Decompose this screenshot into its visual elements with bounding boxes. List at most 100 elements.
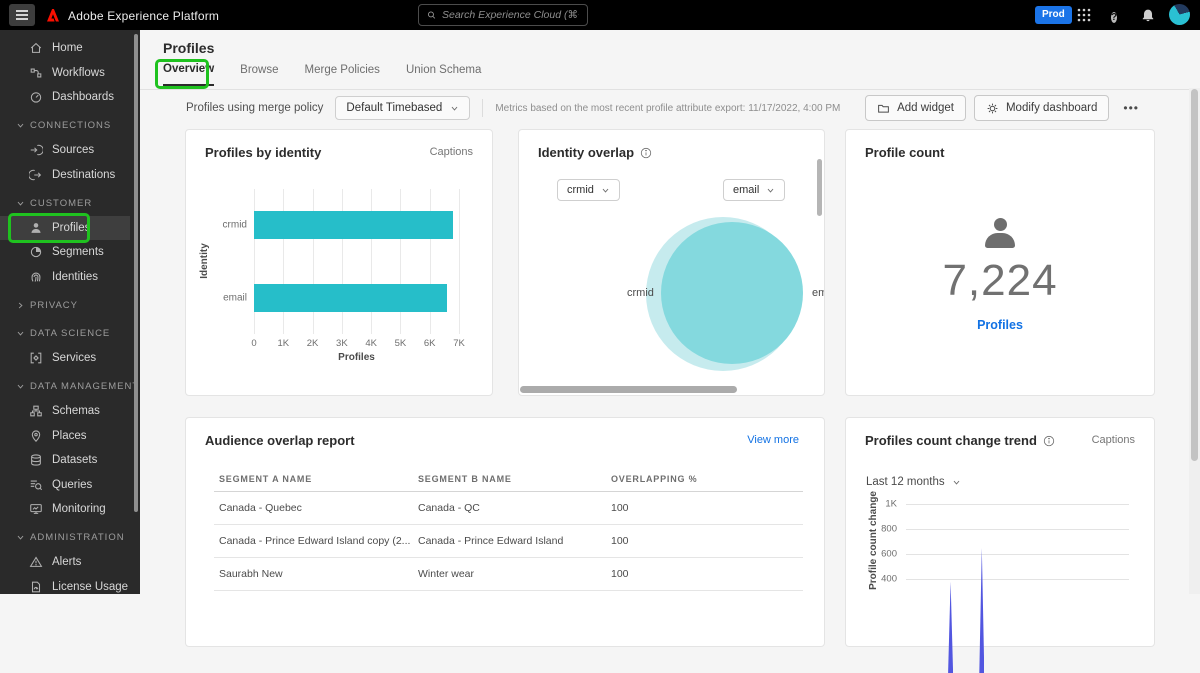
gridline — [906, 579, 1129, 580]
chevron-down-icon — [17, 385, 24, 389]
table-cell: Canada - Quebec — [219, 502, 302, 514]
category-label: email — [223, 292, 247, 304]
sidebar-section-administration[interactable]: ADMINISTRATION — [0, 526, 140, 551]
x-tick-label: 0 — [251, 338, 257, 349]
view-more-link[interactable]: View more — [747, 434, 799, 446]
namespace-b-value: email — [733, 184, 760, 196]
namespace-a-dropdown[interactable]: crmid — [557, 179, 620, 201]
environment-badge[interactable]: Prod — [1035, 6, 1072, 24]
sidebar-item-identities[interactable]: Identities — [0, 265, 140, 290]
table-row[interactable]: Canada - Prince Edward Island copy (2...… — [214, 525, 803, 558]
gridline — [459, 189, 460, 334]
chevron-right-icon — [18, 302, 23, 309]
sidebar-item-label: Services — [52, 352, 97, 365]
sidebar-section-customer[interactable]: CUSTOMER — [0, 191, 140, 216]
sidebar-item-sources[interactable]: Sources — [0, 138, 140, 163]
sidebar-item-destinations[interactable]: Destinations — [0, 163, 140, 188]
table-row[interactable]: Canada - Quebec Canada - QC 100 — [214, 492, 803, 525]
table-row[interactable]: Saurabh New Winter wear 100 — [214, 558, 803, 591]
sidebar-item-queries[interactable]: Queries — [0, 473, 140, 498]
x-axis-label: Profiles — [338, 352, 375, 363]
widget-title: Identity overlap — [538, 145, 652, 160]
gear-icon — [987, 103, 998, 113]
person-icon — [983, 218, 1017, 248]
sidebar-item-segments[interactable]: Segments — [0, 240, 140, 265]
trend-spike — [979, 548, 985, 673]
gridline — [429, 189, 431, 334]
sidebar-item-datasets[interactable]: Datasets — [0, 448, 140, 473]
tab-bar: Overview Browse Merge Policies Union Sch… — [163, 63, 481, 86]
pie-segment-icon — [30, 247, 42, 258]
sidebar-section-connections[interactable]: CONNECTIONS — [0, 114, 140, 139]
namespace-b-dropdown[interactable]: email — [723, 179, 786, 201]
sidebar-section-label: CUSTOMER — [30, 197, 93, 209]
captions-link[interactable]: Captions — [429, 146, 473, 158]
global-search[interactable] — [418, 4, 588, 26]
tab-browse[interactable]: Browse — [240, 63, 278, 86]
more-actions-button[interactable]: ••• — [1117, 101, 1145, 115]
chevron-down-icon — [451, 106, 458, 111]
gauge-icon — [30, 92, 42, 103]
sidebar-item-home[interactable]: Home — [0, 36, 140, 61]
widget-profiles-count-change-trend: Profiles count change trend Captions Las… — [845, 417, 1155, 673]
date-range-dropdown[interactable]: Last 12 months — [866, 476, 961, 488]
chevron-down-icon — [953, 480, 960, 485]
widget-profiles-by-identity: Profiles by identity Captions 0 1K 2K 3K 4K 5… — [185, 129, 493, 396]
app-switcher-icon[interactable] — [1077, 8, 1091, 22]
namespace-a-value: crmid — [567, 184, 594, 196]
sidebar-section-data-science[interactable]: DATA SCIENCE — [0, 322, 140, 347]
help-icon[interactable]: ? — [1111, 8, 1118, 25]
chevron-down-icon — [17, 201, 24, 206]
sidebar-section-data-management[interactable]: DATA MANAGEMENT — [0, 375, 140, 400]
page-scrollbar-thumb[interactable] — [1191, 89, 1198, 461]
workflow-icon — [30, 68, 42, 78]
notifications-bell-icon[interactable] — [1141, 8, 1155, 22]
sidebar-item-label: Identities — [52, 270, 99, 283]
sidebar-section-privacy[interactable]: PRIVACY — [0, 293, 140, 318]
add-widget-button[interactable]: Add widget — [865, 95, 966, 121]
column-header: SEGMENT B NAME — [418, 474, 512, 484]
sidebar-section-label: ADMINISTRATION — [30, 532, 125, 544]
info-icon[interactable] — [640, 147, 652, 159]
profiles-link[interactable]: Profiles — [977, 318, 1023, 332]
widget-title: Profiles count change trend — [865, 433, 1055, 448]
sidebar-item-services[interactable]: Services — [0, 346, 140, 371]
sidebar-item-label: Workflows — [52, 66, 105, 79]
user-avatar[interactable] — [1169, 4, 1190, 25]
page-title: Profiles — [163, 40, 215, 56]
merge-policy-dropdown[interactable]: Default Timebased — [335, 96, 471, 120]
sidebar-item-license-usage[interactable]: License Usage — [0, 575, 140, 600]
table-cell: 100 — [611, 535, 629, 547]
sidebar-item-monitoring[interactable]: Monitoring — [0, 497, 140, 522]
sidebar-item-label: Datasets — [52, 454, 98, 467]
sidebar-item-alerts[interactable]: Alerts — [0, 550, 140, 575]
schema-tree-icon — [30, 405, 42, 417]
horizontal-scrollbar-thumb[interactable] — [520, 386, 737, 393]
sidebar-item-schemas[interactable]: Schemas — [0, 399, 140, 424]
x-tick-label: 4K — [365, 338, 377, 349]
tab-overview[interactable]: Overview — [163, 63, 215, 86]
monitor-icon — [30, 504, 42, 515]
sidebar-item-profiles[interactable]: Profiles — [0, 212, 130, 243]
sidebar-item-workflows[interactable]: Workflows — [0, 61, 140, 86]
gridline — [341, 189, 343, 334]
captions-link[interactable]: Captions — [1091, 434, 1135, 446]
modify-dashboard-label: Modify dashboard — [1005, 102, 1098, 114]
hamburger-menu-button[interactable] — [9, 4, 35, 26]
tab-merge-policies[interactable]: Merge Policies — [305, 63, 380, 86]
gridline — [906, 529, 1129, 530]
modify-dashboard-button[interactable]: Modify dashboard — [973, 95, 1110, 121]
sidebar-item-dashboards[interactable]: Dashboards — [0, 85, 140, 110]
y-tick-label: 400 — [881, 573, 897, 585]
info-icon[interactable] — [1043, 435, 1055, 447]
left-nav-rail: Home Workflows Dashboards CONNECTIONS So… — [0, 30, 140, 594]
tab-union-schema[interactable]: Union Schema — [406, 63, 481, 86]
bar-crmid — [254, 211, 454, 240]
search-input[interactable] — [442, 9, 579, 21]
table-cell: Saurabh New — [219, 568, 283, 580]
sidebar-scrollbar-thumb[interactable] — [134, 34, 138, 512]
vertical-scrollbar-thumb[interactable] — [817, 159, 822, 216]
sidebar-item-places[interactable]: Places — [0, 424, 140, 449]
sidebar-item-label: Segments — [52, 246, 104, 259]
sidebar-item-label: Profiles — [52, 221, 91, 234]
